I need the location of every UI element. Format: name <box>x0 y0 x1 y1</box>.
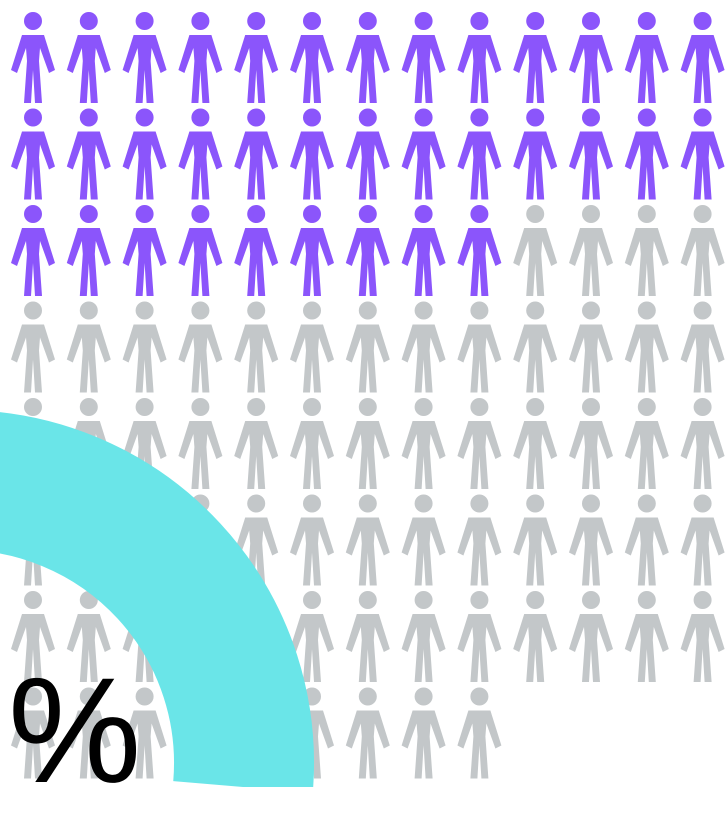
person-icon <box>345 398 390 489</box>
person-icon <box>680 494 725 586</box>
person-icon-highlighted <box>290 108 334 200</box>
person-icon <box>569 301 613 393</box>
person-icon-highlighted <box>401 12 446 103</box>
person-icon <box>513 205 558 296</box>
person-icon-highlighted <box>178 108 223 200</box>
person-icon-highlighted <box>680 12 725 103</box>
person-icon-highlighted <box>178 12 223 103</box>
person-icon <box>401 494 446 586</box>
person-icon-highlighted <box>290 205 334 296</box>
ring-layer <box>0 412 314 787</box>
person-icon <box>513 591 558 682</box>
person-icon <box>569 591 613 682</box>
person-icon <box>680 205 725 296</box>
person-icon <box>122 301 167 393</box>
person-icon-highlighted <box>122 205 167 296</box>
person-icon-highlighted <box>457 108 502 200</box>
person-icon <box>66 301 111 393</box>
person-icon-highlighted <box>234 108 279 200</box>
person-icon <box>234 398 279 489</box>
person-icon <box>513 398 558 489</box>
person-icon <box>624 494 669 586</box>
person-icon-highlighted <box>401 108 446 200</box>
chart-canvas <box>0 12 725 787</box>
person-icon <box>569 205 613 296</box>
person-icon <box>457 591 502 682</box>
person-icon-highlighted <box>122 12 167 103</box>
person-icon <box>345 591 390 682</box>
person-icon <box>345 301 390 393</box>
person-icon <box>178 301 223 393</box>
person-icon <box>513 494 558 586</box>
person-icon <box>624 301 669 393</box>
person-icon <box>178 398 223 489</box>
person-icon-highlighted <box>66 12 111 103</box>
person-icon <box>624 398 669 489</box>
person-icon <box>624 591 669 682</box>
person-icon-highlighted <box>569 108 613 200</box>
person-icon <box>680 591 725 682</box>
person-icon-highlighted <box>457 205 502 296</box>
person-icon-highlighted <box>290 12 334 103</box>
person-icon <box>624 205 669 296</box>
percent-symbol: % <box>8 646 141 814</box>
progress-ring-arc <box>0 412 314 787</box>
person-icon <box>290 398 334 489</box>
person-icon <box>569 494 613 586</box>
person-icon-highlighted <box>624 108 669 200</box>
person-icon-highlighted <box>513 12 558 103</box>
person-icon <box>345 494 390 586</box>
person-icon-highlighted <box>122 108 167 200</box>
person-icon-highlighted <box>234 205 279 296</box>
person-icon <box>234 301 279 393</box>
person-icon <box>457 301 502 393</box>
person-icon <box>457 687 502 779</box>
person-icon-highlighted <box>569 12 613 103</box>
person-icon <box>401 301 446 393</box>
person-icon-highlighted <box>66 205 111 296</box>
person-icon-highlighted <box>178 205 223 296</box>
person-icon <box>680 301 725 393</box>
person-icon <box>457 398 502 489</box>
person-icon <box>290 301 334 393</box>
person-icon <box>457 494 502 586</box>
person-icon <box>290 494 334 586</box>
person-icon-highlighted <box>345 205 390 296</box>
person-icon-highlighted <box>66 108 111 200</box>
person-icon-highlighted <box>345 108 390 200</box>
person-icon <box>513 301 558 393</box>
person-icon <box>401 687 446 779</box>
person-icon-highlighted <box>11 12 55 103</box>
person-icon-highlighted <box>457 12 502 103</box>
person-icon-highlighted <box>11 108 55 200</box>
person-icon-highlighted <box>680 108 725 200</box>
person-icon-highlighted <box>513 108 558 200</box>
person-icon <box>345 687 390 779</box>
person-icon-highlighted <box>624 12 669 103</box>
person-icon <box>11 301 55 393</box>
person-icon <box>401 591 446 682</box>
person-icon-highlighted <box>11 205 55 296</box>
person-icon-highlighted <box>345 12 390 103</box>
person-icon <box>680 398 725 489</box>
person-icon-highlighted <box>401 205 446 296</box>
person-icon <box>569 398 613 489</box>
person-icon-highlighted <box>234 12 279 103</box>
person-icon <box>401 398 446 489</box>
